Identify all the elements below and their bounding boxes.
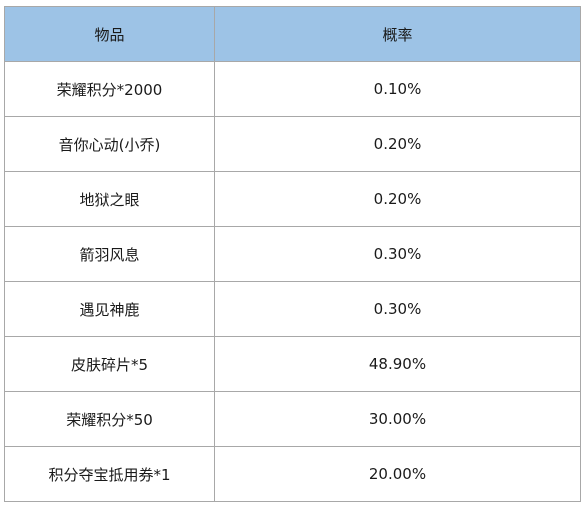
table-row: 积分夺宝抵用券*1 20.00% [4,446,581,502]
probability-cell: 0.30% [214,226,581,282]
probability-cell: 30.00% [214,391,581,447]
item-cell: 荣耀积分*2000 [4,61,215,117]
table-row: 遇见神鹿 0.30% [4,281,581,337]
probability-cell: 0.20% [214,171,581,227]
header-item: 物品 [4,6,215,62]
table-row: 荣耀积分*50 30.00% [4,391,581,447]
item-cell: 箭羽风息 [4,226,215,282]
item-cell: 荣耀积分*50 [4,391,215,447]
item-cell: 地狱之眼 [4,171,215,227]
header-probability: 概率 [214,6,581,62]
item-cell: 皮肤碎片*5 [4,336,215,392]
probability-cell: 48.90% [214,336,581,392]
table-row: 箭羽风息 0.30% [4,226,581,282]
table-row: 皮肤碎片*5 48.90% [4,336,581,392]
item-cell: 遇见神鹿 [4,281,215,337]
table-row: 音你心动(小乔) 0.20% [4,116,581,172]
probability-cell: 0.10% [214,61,581,117]
table-row: 荣耀积分*2000 0.10% [4,61,581,117]
probability-cell: 20.00% [214,446,581,502]
item-cell: 音你心动(小乔) [4,116,215,172]
probability-table: 物品 概率 荣耀积分*2000 0.10% 音你心动(小乔) 0.20% 地狱之… [4,6,581,502]
item-cell: 积分夺宝抵用券*1 [4,446,215,502]
probability-cell: 0.30% [214,281,581,337]
table-header-row: 物品 概率 [4,6,581,62]
table-row: 地狱之眼 0.20% [4,171,581,227]
probability-cell: 0.20% [214,116,581,172]
